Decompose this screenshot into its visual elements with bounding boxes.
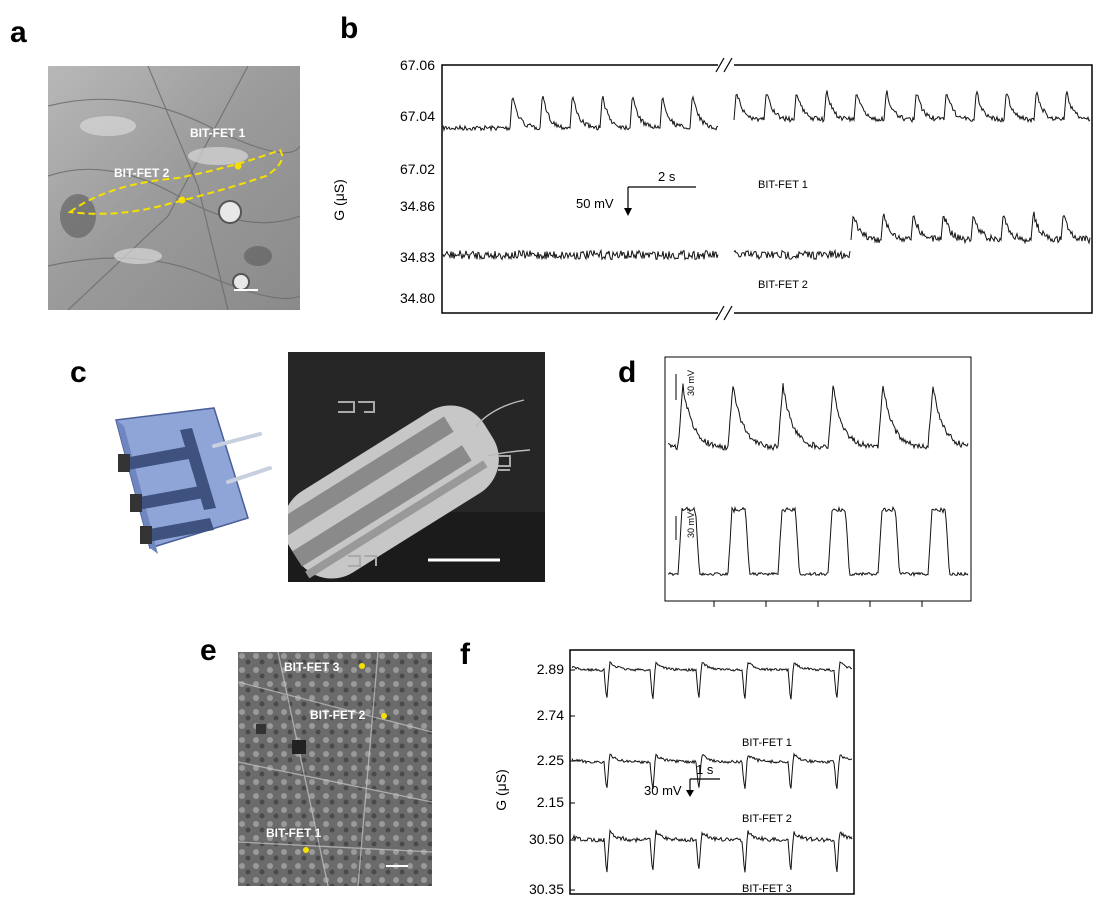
device-label-a-1: BIT-FET 1 — [190, 126, 246, 140]
chart-f-ytick: 2.15 — [537, 794, 564, 810]
chart-f-scale-time: 1 s — [696, 762, 714, 777]
chart-b-axis-break — [715, 57, 734, 321]
chart-f-trace-label-2: BIT-FET 2 — [742, 813, 792, 825]
panel-label-d: d — [618, 356, 637, 389]
sem-image-c — [288, 352, 545, 582]
chart-f-ytick: 30.50 — [529, 831, 564, 847]
chart-b-ytick: 67.06 — [400, 57, 435, 73]
chart-d-series-top — [667, 383, 969, 452]
chart-b-scalebar — [624, 186, 696, 216]
device-label-e-2: BIT-FET 2 — [310, 708, 366, 722]
chart-b: G (μS) 67.06 67.04 67.02 34.86 34.83 34.… — [331, 57, 1093, 321]
chart-f-series-bitfet3 — [571, 828, 853, 873]
chart-f-scale-voltage: 30 mV — [644, 783, 682, 798]
chart-f-trace-label-1: BIT-FET 1 — [742, 737, 792, 749]
chart-f: G (μS) 2.89 2.74 2.25 2.15 30.50 30.35 1… — [493, 649, 855, 897]
device-schematic — [115, 407, 272, 554]
chart-b-ytick: 34.86 — [400, 198, 435, 214]
device-label-e-3: BIT-FET 3 — [284, 660, 340, 674]
chart-b-series-bitfet1 — [442, 90, 1091, 133]
chart-f-series-bitfet2 — [571, 752, 853, 789]
micrograph-a — [48, 66, 300, 310]
panel-label-e: e — [200, 634, 217, 667]
chart-b-frame — [441, 64, 1093, 314]
chart-b-ytick: 34.80 — [400, 290, 435, 306]
chart-b-ytick: 67.04 — [400, 108, 435, 124]
chart-d-scale-bottom: 30 mV — [686, 512, 696, 538]
device-label-e-1: BIT-FET 1 — [266, 826, 322, 840]
chart-b-ytick: 34.83 — [400, 249, 435, 265]
chart-b-series-bitfet2 — [442, 211, 1091, 261]
chart-d-scale-top: 30 mV — [686, 370, 696, 396]
panel-label-f: f — [460, 638, 470, 671]
chart-d-frame — [664, 356, 972, 602]
chart-b-scale-voltage: 50 mV — [576, 196, 614, 211]
chart-b-scale-time: 2 s — [658, 169, 676, 184]
chart-f-frame — [569, 649, 855, 895]
chart-f-scalebar — [686, 778, 720, 797]
chart-b-ytick: 67.02 — [400, 161, 435, 177]
chart-f-ytick: 30.35 — [529, 881, 564, 897]
micrograph-e — [238, 652, 432, 886]
device-label-a-2: BIT-FET 2 — [114, 166, 170, 180]
chart-b-ylabel: G (μS) — [331, 179, 347, 221]
chart-f-ytick: 2.89 — [537, 661, 564, 677]
panel-label-a: a — [10, 16, 27, 49]
chart-b-trace-label-1: BIT-FET 1 — [758, 179, 808, 191]
panel-label-b: b — [340, 12, 359, 45]
chart-d-series-bottom — [667, 505, 969, 577]
chart-d: 30 mV 30 mV — [664, 356, 972, 607]
chart-b-trace-label-2: BIT-FET 2 — [758, 279, 808, 291]
chart-f-ytick: 2.25 — [537, 752, 564, 768]
panel-label-c: c — [70, 356, 87, 389]
chart-f-series-bitfet1 — [571, 661, 853, 700]
chart-f-trace-label-3: BIT-FET 3 — [742, 883, 792, 895]
chart-f-ytick: 2.74 — [537, 707, 564, 723]
chart-f-ylabel: G (μS) — [493, 769, 509, 811]
